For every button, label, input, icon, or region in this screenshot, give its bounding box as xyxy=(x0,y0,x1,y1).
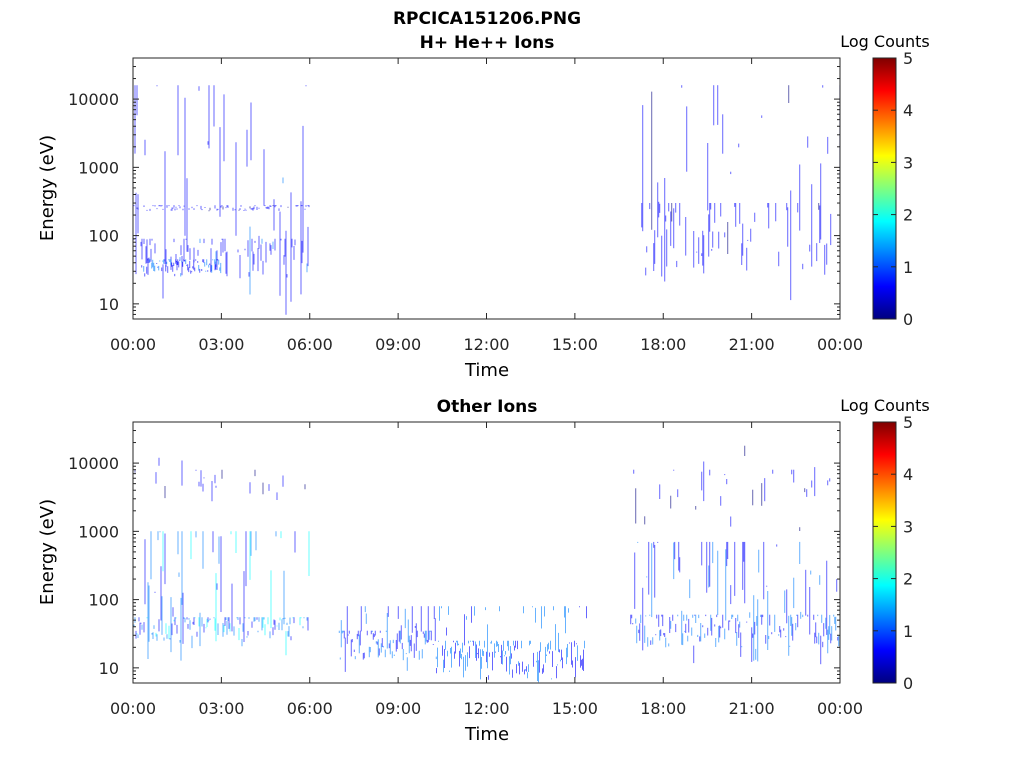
colorbar-scale xyxy=(872,421,897,684)
colorbar-label: Log Counts xyxy=(840,32,930,51)
colorbar-tick-label: 4 xyxy=(903,465,913,484)
plot-area xyxy=(132,445,840,683)
colorbar-scale xyxy=(872,57,897,320)
y-axis-label: Energy (eV) xyxy=(37,499,58,605)
x-tick-label: 12:00 xyxy=(463,335,509,354)
colorbar-tick-label: 3 xyxy=(903,517,913,536)
x-tick-label: 00:00 xyxy=(817,335,863,354)
x-tick-label: 00:00 xyxy=(110,335,156,354)
colorbar-tick-label: 0 xyxy=(903,674,913,693)
x-tick-label: 21:00 xyxy=(729,335,775,354)
x-axis-ticks: 00:00 03:00 06:00 09:00 12:00 15:00 18:00 21:00… xyxy=(110,422,863,718)
y-tick-label: 100 xyxy=(88,591,119,610)
y-tick-label: 10 xyxy=(99,295,119,314)
y-tick-label: 1000 xyxy=(78,158,119,177)
x-tick-label: 06:00 xyxy=(287,699,333,718)
panel-title: H+ He++ Ions xyxy=(420,33,555,53)
x-tick-label: 09:00 xyxy=(375,335,421,354)
x-axis-label: Time xyxy=(464,360,509,381)
x-axis-ticks: 00:00 03:00 06:00 09:00 12:00 15:00 18:00 21:00… xyxy=(110,58,863,354)
colorbar: Log Counts 0 1 2 3 4 5 xyxy=(840,396,930,693)
colorbar-tick-label: 0 xyxy=(903,310,913,329)
x-tick-label: 00:00 xyxy=(817,699,863,718)
y-tick-label: 1000 xyxy=(78,522,119,541)
panel-title: Other Ions xyxy=(437,397,538,417)
y-axis-label: Energy (eV) xyxy=(37,135,58,241)
colorbar-tick-label: 5 xyxy=(903,413,913,432)
x-tick-label: 00:00 xyxy=(110,699,156,718)
x-tick-label: 21:00 xyxy=(729,699,775,718)
y-tick-label: 10 xyxy=(99,659,119,678)
x-tick-label: 18:00 xyxy=(640,335,686,354)
y-tick-label: 10000 xyxy=(68,454,119,473)
x-tick-label: 12:00 xyxy=(463,699,509,718)
colorbar-label: Log Counts xyxy=(840,396,930,415)
x-tick-label: 15:00 xyxy=(552,699,598,718)
colorbar-tick-label: 5 xyxy=(903,49,913,68)
colorbar-tick-label: 3 xyxy=(903,153,913,172)
x-axis-label: Time xyxy=(464,724,509,745)
x-tick-label: 06:00 xyxy=(287,335,333,354)
x-tick-label: 15:00 xyxy=(552,335,598,354)
other-ions-panel: Other Ions 00:00 03:00 06:00 09:00 12:00 15:0… xyxy=(37,396,930,745)
colorbar-tick-label: 1 xyxy=(903,622,913,641)
colorbar-tick-label: 1 xyxy=(903,258,913,277)
x-tick-label: 18:00 xyxy=(640,699,686,718)
y-axis-ticks: 10 100 1000 10000 xyxy=(68,421,840,684)
colorbar-tick-label: 4 xyxy=(903,101,913,120)
y-axis-ticks: 10 100 1000 10000 xyxy=(68,57,840,320)
y-tick-label: 100 xyxy=(88,227,119,246)
x-tick-label: 03:00 xyxy=(198,335,244,354)
colorbar: Log Counts 0 1 2 3 4 5 xyxy=(840,32,930,329)
x-tick-label: 03:00 xyxy=(198,699,244,718)
y-tick-label: 10000 xyxy=(68,90,119,109)
figure-title: RPCICA151206.PNG xyxy=(393,9,581,29)
plot-frame xyxy=(132,421,841,684)
colorbar-tick-label: 2 xyxy=(903,570,913,589)
colorbar-tick-label: 2 xyxy=(903,206,913,225)
plot-frame xyxy=(132,57,841,320)
h-he-ions-panel: H+ He++ Ions 00:00 03:00 06:00 09:00 12:00 15… xyxy=(37,32,930,381)
plot-area xyxy=(133,85,841,315)
x-tick-label: 09:00 xyxy=(375,699,421,718)
